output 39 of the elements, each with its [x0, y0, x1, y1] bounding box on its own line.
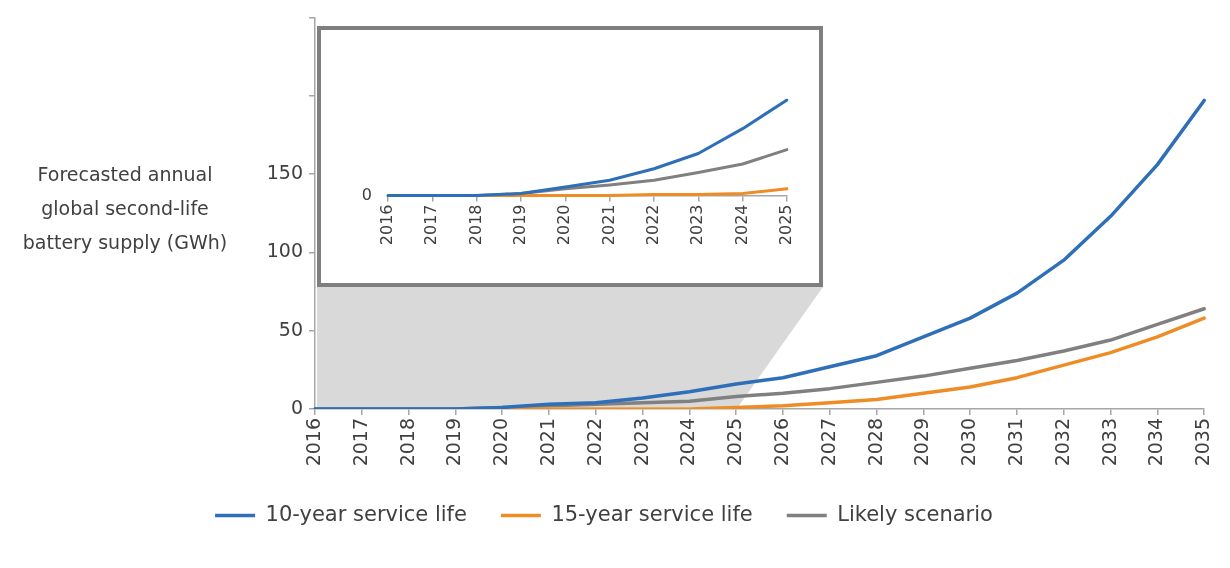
- x-tick-label: 2020: [554, 204, 574, 246]
- x-tick-label: 2031: [1003, 418, 1026, 467]
- y-axis-title: Forecasted annual global second-life battery supply (GWh): [22, 162, 228, 253]
- x-tick-label: 2023: [629, 418, 652, 467]
- x-tick-label: 2026: [769, 418, 792, 467]
- x-tick-label: 2016: [377, 204, 397, 246]
- x-tick-label: 2019: [510, 204, 530, 246]
- x-tick-label: 2016: [301, 418, 324, 467]
- x-tick-label: 2024: [731, 204, 751, 246]
- x-tick-label: 2027: [816, 418, 839, 467]
- x-tick-label: 2023: [687, 204, 707, 246]
- x-tick-label: 2017: [348, 418, 371, 467]
- x-tick-label: 2018: [465, 204, 485, 246]
- y-tick-label: 100: [266, 239, 303, 262]
- y-tick-label: 50: [278, 317, 303, 340]
- annotation: 0: [361, 184, 372, 204]
- x-tick-label: 2032: [1050, 418, 1073, 467]
- x-tick-label: 2020: [489, 418, 512, 467]
- x-tick-label: 2017: [421, 204, 441, 246]
- legend-label: 15-year service life: [551, 501, 753, 526]
- x-tick-label: 2034: [1144, 418, 1167, 467]
- x-tick-label: 2021: [598, 204, 618, 246]
- x-tick-label: 2033: [1097, 418, 1120, 467]
- x-tick-label: 2029: [910, 418, 933, 467]
- y-tick-label: 0: [290, 395, 303, 418]
- x-tick-label: 2030: [957, 418, 980, 467]
- x-tick-label: 2021: [535, 418, 558, 467]
- x-tick-label: 2024: [676, 418, 699, 467]
- x-tick-label: 2019: [442, 418, 465, 467]
- x-tick-label: 2025: [776, 204, 796, 246]
- x-tick-label: 2018: [395, 418, 418, 467]
- legend-label: Likely scenario: [837, 501, 993, 526]
- x-tick-label: 2022: [582, 418, 605, 467]
- y-tick-label: 150: [266, 160, 303, 183]
- x-tick-label: 2028: [863, 418, 886, 467]
- x-tick-label: 2035: [1191, 418, 1214, 467]
- x-tick-label: 2022: [643, 204, 663, 246]
- x-tick-label: 2025: [723, 418, 746, 467]
- legend-label: 10-year service life: [265, 501, 467, 526]
